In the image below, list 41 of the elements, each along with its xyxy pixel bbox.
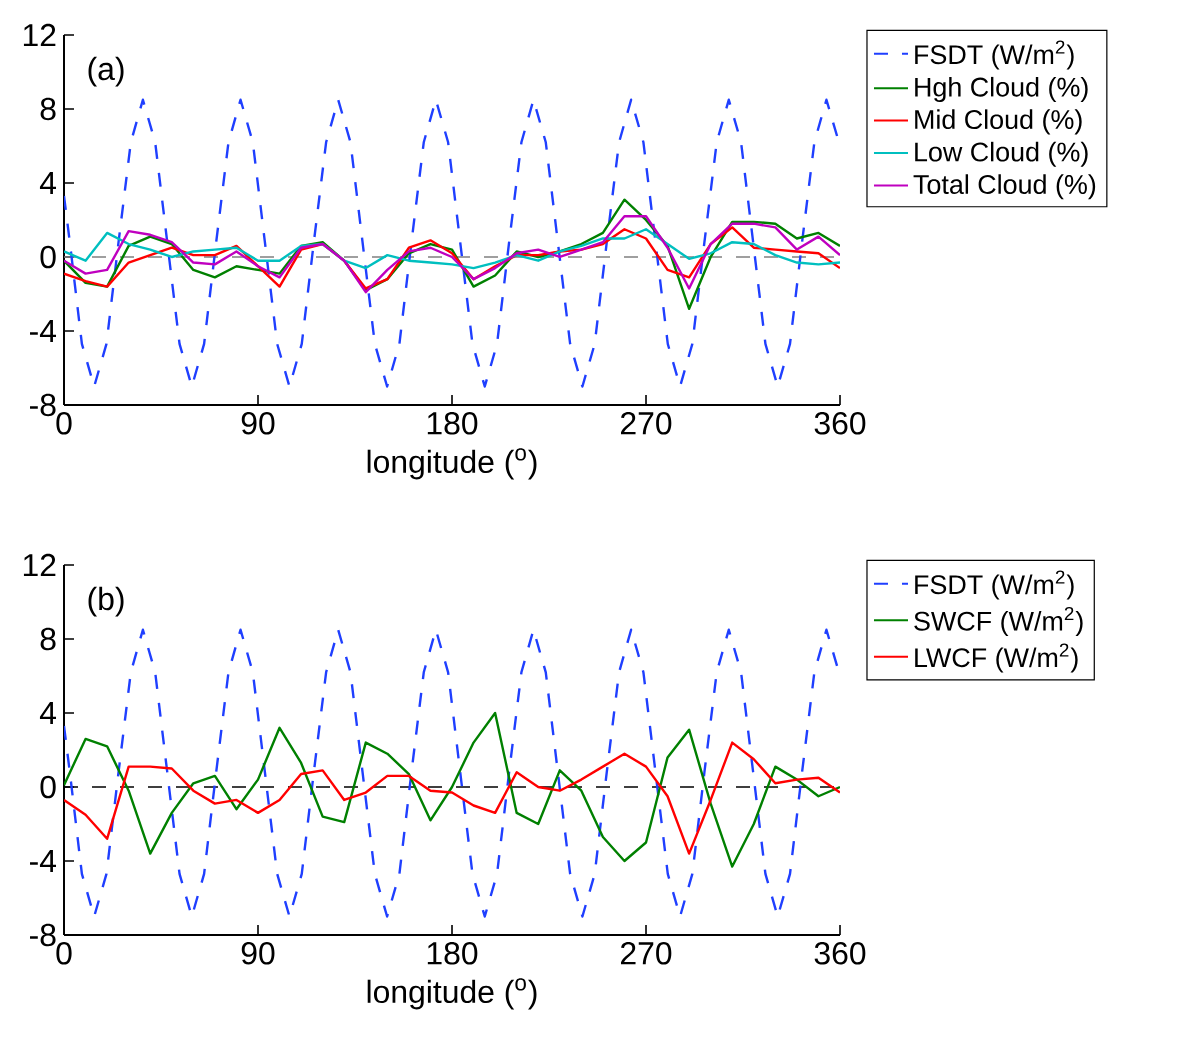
x-axis-title: longitude ($^{o}$): [367, 978, 537, 1010]
y-tick-label: -4: [30, 850, 57, 872]
legend-label: FSDT (W/m$^{2}$): [915, 570, 1074, 600]
text: (a): [88, 56, 124, 87]
legend-label: Total Cloud (%): [913, 174, 1096, 200]
y-tick-label: 8: [40, 97, 56, 121]
x-tick-label: 90: [241, 942, 275, 965]
y-tick-label: 8: [40, 627, 56, 651]
line-series: [64, 711, 841, 868]
legend-label: LWCF (W/m$^{2}$): [915, 643, 1078, 673]
line-series: [64, 98, 841, 388]
legend-label: Mid Cloud (%): [915, 109, 1082, 135]
line-series: [64, 741, 841, 855]
line-series: [64, 228, 841, 270]
x-tick-label: 180: [427, 942, 478, 965]
y-tick-label: -8: [30, 923, 56, 947]
y-tick-label: 0: [40, 775, 56, 799]
x-tick-label: 0: [56, 412, 72, 435]
y-tick-label: 12: [23, 23, 56, 47]
x-tick-label: 180: [427, 412, 478, 435]
x-tick-label: 360: [814, 942, 866, 965]
legend-label: FSDT (W/m$^{2}$): [915, 40, 1074, 70]
legend-label: SWCF (W/m$^{2}$): [914, 606, 1083, 637]
y-tick-label: 0: [40, 245, 56, 269]
y-tick-label: -4: [30, 320, 57, 342]
x-tick-label: 270: [621, 942, 672, 965]
text: (b): [88, 586, 124, 617]
line-series: [64, 628, 841, 918]
y-tick-label: -8: [30, 393, 56, 417]
x-tick-label: 90: [241, 412, 275, 435]
y-tick-label: 4: [39, 702, 57, 724]
x-tick-label: 270: [621, 412, 672, 435]
y-tick-label: 12: [23, 553, 56, 577]
x-tick-label: 360: [814, 412, 866, 435]
line-series: [64, 215, 841, 294]
line-series: [64, 198, 841, 310]
legend-label: Hgh Cloud (%): [915, 76, 1088, 102]
legend-label: Low Cloud (%): [915, 141, 1088, 167]
x-axis-title: longitude ($^{o}$): [367, 448, 537, 480]
y-tick-label: 4: [39, 172, 57, 194]
x-tick-label: 0: [56, 942, 72, 965]
